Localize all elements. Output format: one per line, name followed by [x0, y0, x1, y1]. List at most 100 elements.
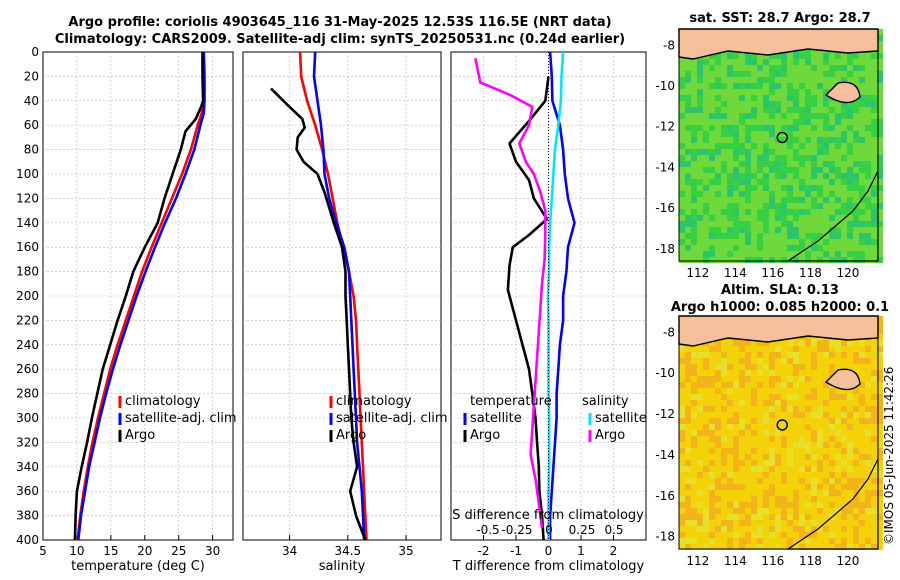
map-cell [829, 161, 835, 167]
map-cell [763, 538, 769, 544]
map-cell [793, 179, 799, 185]
map-cell [715, 382, 721, 388]
map-cell [769, 143, 775, 149]
map-cell [739, 406, 745, 412]
map-cell [865, 346, 871, 352]
map-cell [709, 137, 715, 143]
map-cell [847, 496, 853, 502]
map-cell [685, 215, 691, 221]
map-cell [835, 496, 841, 502]
map-cell [751, 167, 757, 173]
map-cell [799, 508, 805, 514]
map-cell [685, 382, 691, 388]
map-cell [811, 442, 817, 448]
map-cell [823, 514, 829, 520]
map-cell [817, 490, 823, 496]
map-cell [751, 514, 757, 520]
map-cell [817, 125, 823, 131]
map-cell [823, 221, 829, 227]
map-cell [745, 215, 751, 221]
map-cell [757, 376, 763, 382]
map-cell [847, 179, 853, 185]
map-cell [781, 508, 787, 514]
map-cell [763, 53, 769, 59]
map-cell [799, 376, 805, 382]
map-cell [757, 466, 763, 472]
map-cell [745, 430, 751, 436]
map-cell [763, 179, 769, 185]
map-cell [739, 257, 745, 263]
map-cell [721, 89, 727, 95]
map-cell [739, 131, 745, 137]
map-cell [775, 173, 781, 179]
map-cell [769, 508, 775, 514]
map-cell [751, 203, 757, 209]
map-cell [685, 502, 691, 508]
map-cell [703, 65, 709, 71]
map-cell [709, 257, 715, 263]
map-cell [727, 53, 733, 59]
map-cell [715, 107, 721, 113]
map-cell [739, 460, 745, 466]
map-cell [829, 131, 835, 137]
map-cell [781, 412, 787, 418]
map-cell [763, 131, 769, 137]
map-cell [769, 149, 775, 155]
map-cell [751, 340, 757, 346]
map-cell [715, 496, 721, 502]
map-cell [697, 502, 703, 508]
map-cell [793, 227, 799, 233]
map-cell [745, 191, 751, 197]
map-cell [679, 400, 685, 406]
map-cell [745, 77, 751, 83]
map-cell [775, 442, 781, 448]
map-cell [847, 233, 853, 239]
map-cell [775, 364, 781, 370]
map-cell [739, 376, 745, 382]
map-cell [829, 221, 835, 227]
map-cell [781, 454, 787, 460]
map-cell [691, 544, 697, 550]
map-cell [781, 245, 787, 251]
map-cell [823, 113, 829, 119]
map-cell [733, 466, 739, 472]
map-cell [853, 185, 859, 191]
map-cell [781, 53, 787, 59]
map-cell [757, 526, 763, 532]
map-cell [709, 448, 715, 454]
map-cell [877, 77, 883, 83]
map-cell [853, 478, 859, 484]
map-cell [721, 227, 727, 233]
map-cell [745, 484, 751, 490]
map-cell [703, 77, 709, 83]
map-cell [823, 203, 829, 209]
map-cell [751, 101, 757, 107]
map-cell [787, 340, 793, 346]
map-cell [727, 496, 733, 502]
map-cell [781, 538, 787, 544]
map-cell [853, 418, 859, 424]
map-cell [805, 77, 811, 83]
map-cell [817, 149, 823, 155]
map-cell [829, 466, 835, 472]
map-cell [703, 538, 709, 544]
map-cell [829, 77, 835, 83]
map-cell [703, 430, 709, 436]
map-cell [781, 227, 787, 233]
map-cell [847, 400, 853, 406]
map-cell [733, 173, 739, 179]
map-cell [751, 59, 757, 65]
map-cell [745, 376, 751, 382]
map-cell [847, 125, 853, 131]
map-cell [829, 65, 835, 71]
map-cell [865, 448, 871, 454]
map-cell [703, 167, 709, 173]
map-y-tick-label: -16 [655, 489, 675, 503]
map-cell [799, 239, 805, 245]
map-cell [841, 466, 847, 472]
map-cell [769, 424, 775, 430]
map-cell [727, 376, 733, 382]
map-cell [871, 65, 877, 71]
map-cell [805, 173, 811, 179]
map-cell [775, 520, 781, 526]
